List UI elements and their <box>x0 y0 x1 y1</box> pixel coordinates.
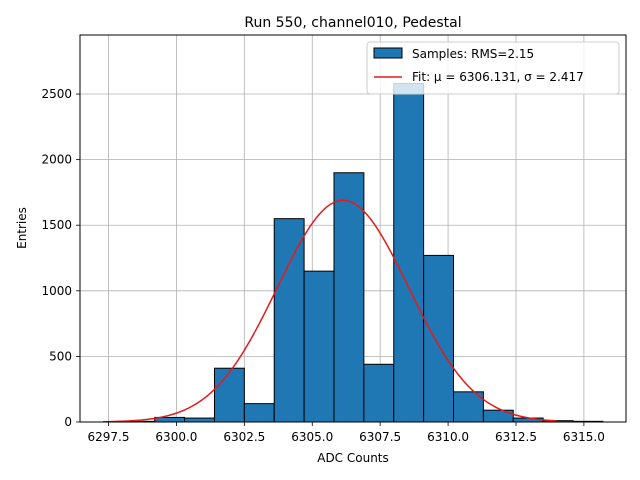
histogram-bar <box>393 83 425 423</box>
y-tick-label: 2000 <box>41 153 72 167</box>
legend-label-samples: Samples: RMS=2.15 <box>412 47 534 61</box>
legend-box <box>366 41 620 95</box>
x-tick-label: 6300.0 <box>155 430 197 444</box>
x-tick-label: 6305.0 <box>291 430 333 444</box>
histogram-bar <box>303 270 335 423</box>
y-tick-label: 2500 <box>41 87 72 101</box>
legend: Samples: RMS=2.15 Fit: μ = 6306.131, σ =… <box>366 41 620 95</box>
y-tick-label: 1500 <box>41 218 72 232</box>
legend-label-fit: Fit: μ = 6306.131, σ = 2.417 <box>412 70 584 84</box>
histogram-bar <box>333 172 365 423</box>
legend-swatch-samples <box>373 47 403 59</box>
x-tick-label: 6315.0 <box>563 430 605 444</box>
histogram-bar <box>423 254 455 423</box>
fit-curve-layer <box>103 199 557 423</box>
chart-title: Run 550, channel010, Pedestal <box>244 15 461 31</box>
histogram-bar <box>273 218 305 423</box>
x-tick-label: 6302.5 <box>223 430 265 444</box>
histogram-bar <box>213 367 245 423</box>
histogram-bar <box>363 363 395 423</box>
x-axis-label: ADC Counts <box>317 451 389 465</box>
x-tick-label: 6310.0 <box>427 430 469 444</box>
histogram-bar <box>243 403 275 423</box>
x-tick-label: 6297.5 <box>88 430 130 444</box>
histogram-bar <box>184 417 215 423</box>
x-tick-label: 6312.5 <box>495 430 537 444</box>
y-axis-ticks: 0 500 1000 1500 2000 2500 <box>41 87 80 429</box>
histogram-bars <box>124 83 604 423</box>
y-tick-label: 500 <box>49 349 72 363</box>
x-tick-label: 6307.5 <box>359 430 401 444</box>
plot-frame <box>79 34 627 423</box>
y-axis-label: Entries <box>15 207 29 249</box>
y-tick-label: 0 <box>64 415 72 429</box>
histogram-bar <box>482 409 514 423</box>
x-axis-ticks: 6297.5 6300.0 6302.5 6305.0 6307.5 6310.0 6312… <box>88 422 605 444</box>
gaussian-fit-curve <box>103 199 557 423</box>
y-tick-label: 1000 <box>41 284 72 298</box>
